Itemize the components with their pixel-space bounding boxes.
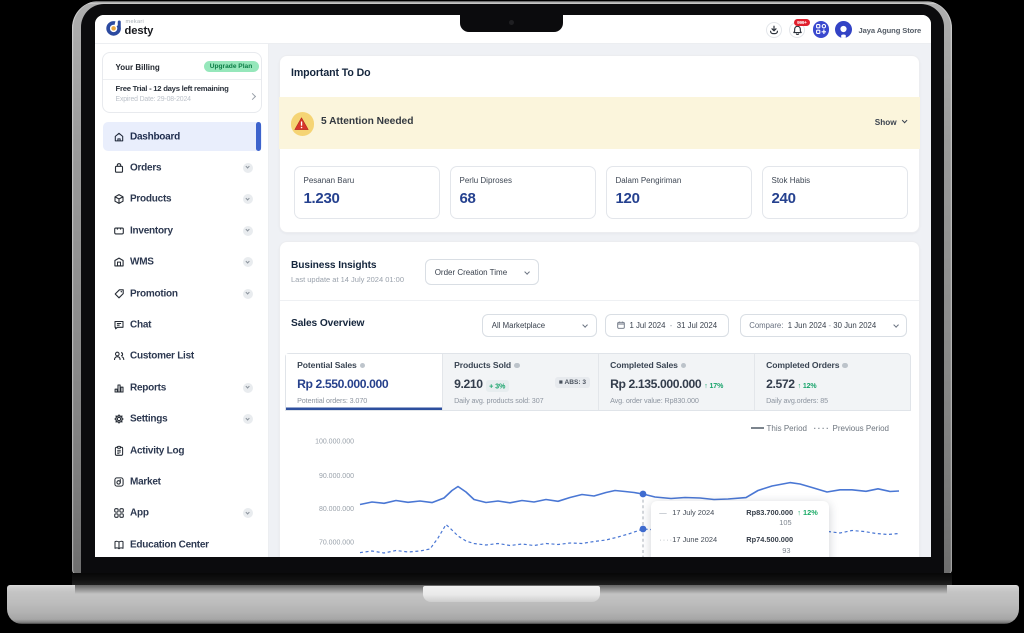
svg-text:80.000.000: 80.000.000 xyxy=(319,506,354,513)
svg-text:90.000.000: 90.000.000 xyxy=(319,473,354,480)
svg-text:100.000.000: 100.000.000 xyxy=(315,438,354,445)
svg-text:70.000.000: 70.000.000 xyxy=(319,539,354,546)
